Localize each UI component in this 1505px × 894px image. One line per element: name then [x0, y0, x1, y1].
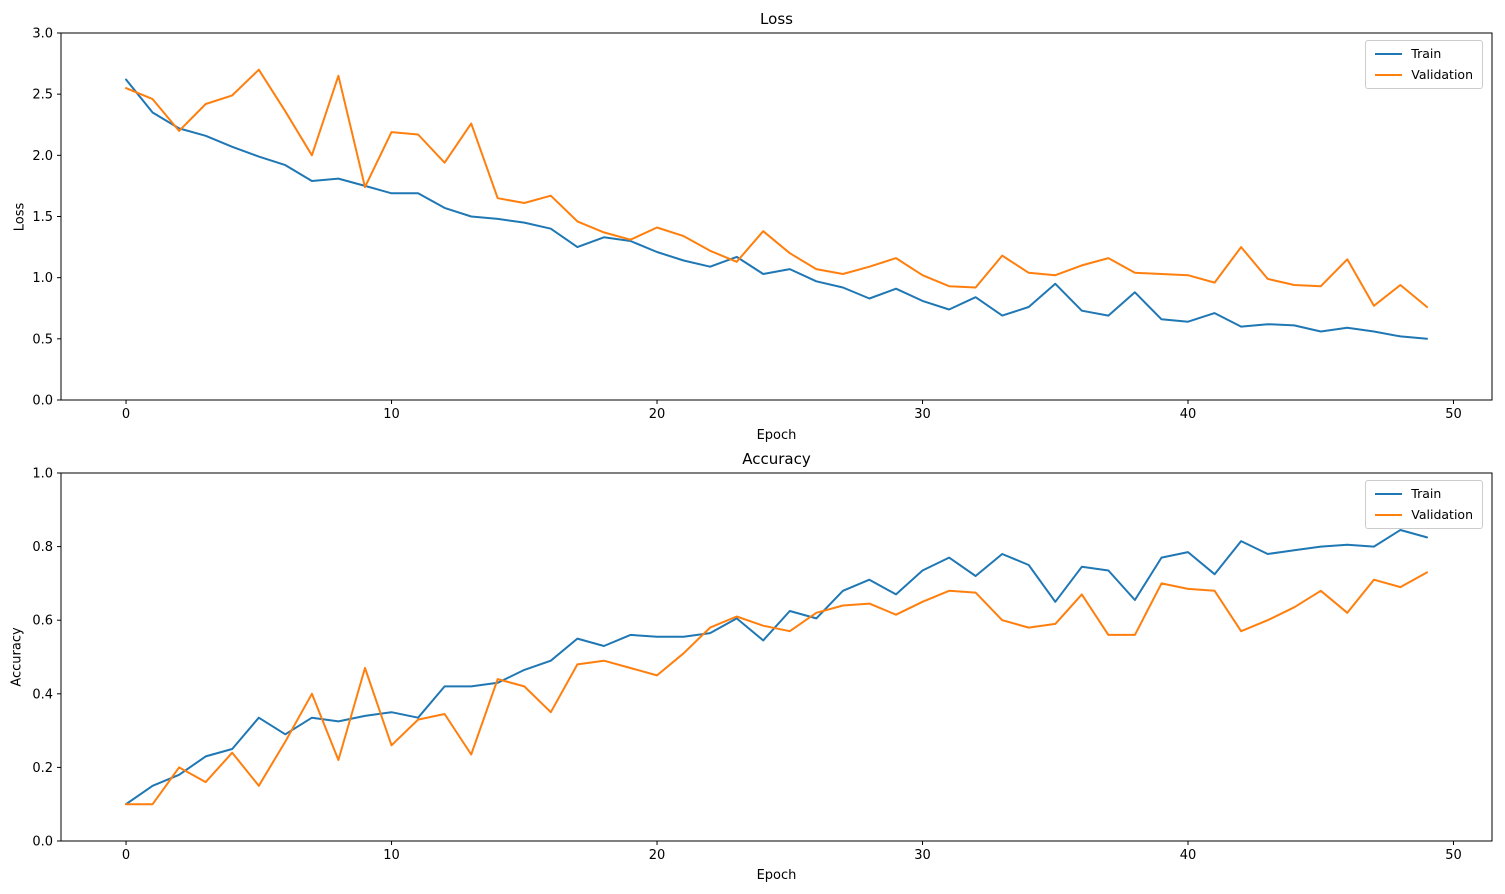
legend-label: Validation [1411, 507, 1473, 522]
y-tick-label: 0.5 [32, 332, 53, 347]
legend-item-validation: Validation [1375, 507, 1473, 523]
loss-chart-title: Loss [760, 10, 793, 28]
loss-x-axis-label: Epoch [756, 428, 797, 443]
x-tick-label: 30 [914, 407, 931, 422]
x-tick-label: 50 [1445, 407, 1462, 422]
x-tick-label: 20 [649, 848, 666, 863]
legend-item-train: Train [1375, 486, 1473, 502]
plot-spines [60, 472, 1493, 842]
y-tick-label: 0.6 [32, 614, 53, 629]
x-tick-label: 0 [122, 407, 130, 422]
validation-line-swatch-icon [1375, 514, 1403, 516]
accuracy-legend: Train Validation [1365, 480, 1483, 529]
legend-item-validation: Validation [1375, 67, 1473, 83]
x-tick-label: 40 [1180, 407, 1197, 422]
y-tick-label: 0.2 [32, 761, 53, 776]
x-tick-label: 10 [383, 848, 400, 863]
y-tick-label: 0.8 [32, 540, 53, 555]
x-tick-label: 40 [1180, 848, 1197, 863]
loss-legend: Train Validation [1365, 40, 1483, 89]
x-tick-label: 10 [383, 407, 400, 422]
y-tick-label: 0.0 [32, 394, 53, 409]
legend-item-train: Train [1375, 46, 1473, 62]
validation-line [125, 571, 1428, 806]
y-tick-label: 2.5 [32, 88, 53, 103]
plot-spines [60, 32, 1493, 401]
legend-label: Validation [1411, 67, 1473, 82]
y-tick-label: 0.0 [32, 835, 53, 850]
legend-label: Train [1411, 486, 1442, 501]
accuracy-x-axis-label: Epoch [756, 868, 797, 883]
x-tick-label: 0 [122, 848, 130, 863]
y-tick-label: 3.0 [32, 27, 53, 42]
train-line-swatch-icon [1375, 53, 1403, 55]
y-tick-label: 2.0 [32, 149, 53, 164]
y-tick-label: 0.4 [32, 687, 53, 702]
y-tick-label: 1.0 [32, 271, 53, 286]
y-tick-label: 1.5 [32, 210, 53, 225]
legend-label: Train [1411, 46, 1442, 61]
accuracy-chart-title: Accuracy [742, 450, 811, 468]
train-line [125, 78, 1428, 340]
train-line-swatch-icon [1375, 493, 1403, 495]
train-line [125, 529, 1428, 806]
validation-line-swatch-icon [1375, 74, 1403, 76]
x-tick-label: 30 [914, 848, 931, 863]
accuracy-y-axis-label: Accuracy [9, 627, 25, 687]
x-tick-label: 50 [1445, 848, 1462, 863]
loss-y-axis-label: Loss [12, 202, 28, 232]
validation-line [125, 68, 1428, 308]
x-tick-label: 20 [649, 407, 666, 422]
y-tick-label: 1.0 [32, 467, 53, 482]
